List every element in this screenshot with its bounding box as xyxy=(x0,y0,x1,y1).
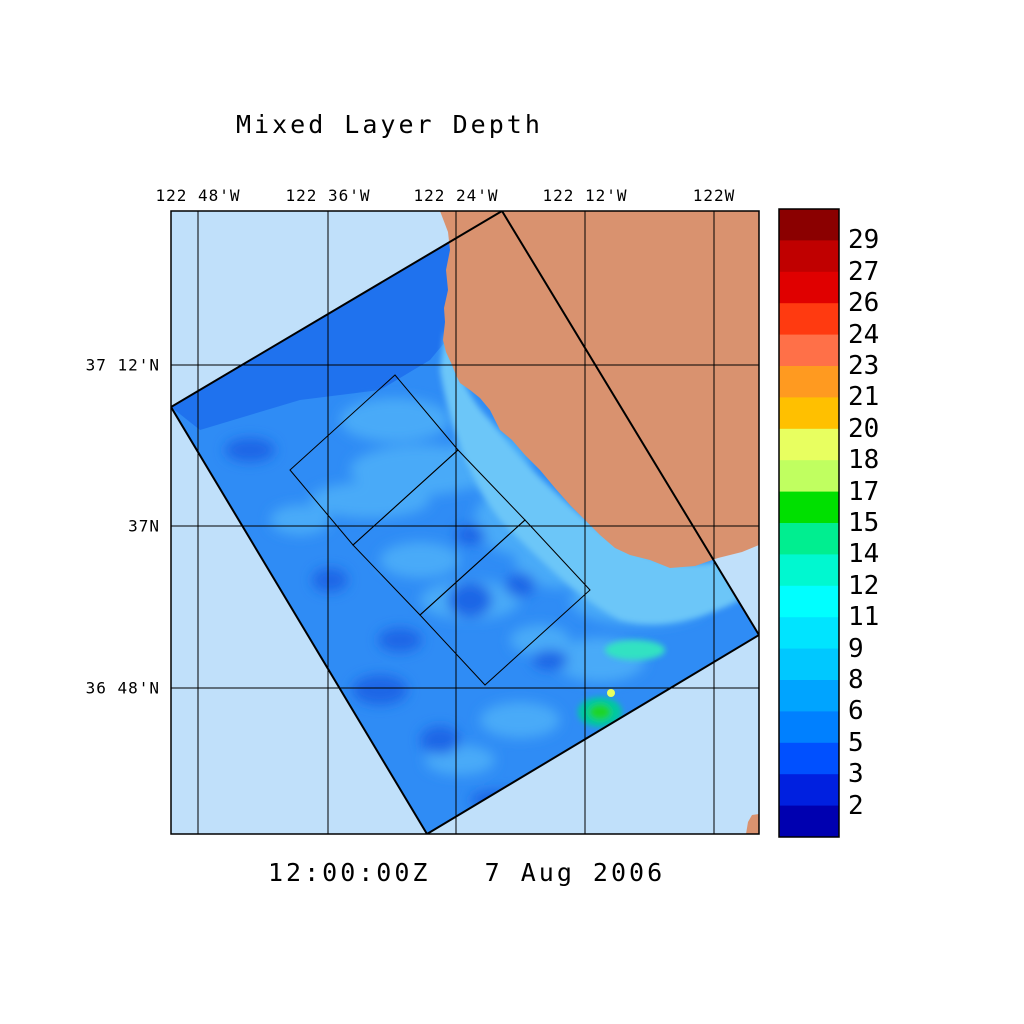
colorbar-swatch xyxy=(779,774,839,807)
colorbar-label: 15 xyxy=(848,508,880,538)
latitude-label: 37 12'N xyxy=(85,355,160,375)
colorbar-swatch xyxy=(779,491,839,524)
colorbar-label: 23 xyxy=(848,351,880,381)
colorbar-swatch xyxy=(779,805,839,838)
colorbar-label: 3 xyxy=(848,759,864,790)
subregion-box xyxy=(419,519,591,686)
colorbar-swatch xyxy=(779,680,839,712)
colorbar-label: 26 xyxy=(848,288,880,319)
colorbar-label: 27 xyxy=(848,256,880,287)
longitude-label: 122 36'W xyxy=(285,186,371,205)
longitude-label: 122 24'W xyxy=(413,186,499,205)
colorbar xyxy=(778,208,840,838)
colorbar-swatch xyxy=(779,554,839,587)
colorbar-label: 8 xyxy=(848,665,864,695)
colorbar-frame xyxy=(778,208,840,838)
colorbar-label: 24 xyxy=(848,319,880,350)
map-frame xyxy=(170,210,760,835)
colorbar-label: 6 xyxy=(848,696,864,727)
longitude-label: 122 48'W xyxy=(155,186,241,205)
colorbar-label: 2 xyxy=(848,790,864,821)
colorbar-swatch xyxy=(779,460,839,493)
colorbar-swatch xyxy=(779,303,839,336)
colorbar-swatch xyxy=(779,585,839,618)
colorbar-label: 29 xyxy=(848,225,880,256)
colorbar-label: 21 xyxy=(848,382,880,413)
colorbar-label: 5 xyxy=(848,727,864,758)
map-title: Mixed Layer Depth xyxy=(236,110,543,139)
colorbar-label: 9 xyxy=(848,633,864,664)
colorbar-swatch xyxy=(779,523,839,555)
land-islet xyxy=(746,814,759,834)
latitude-label: 36 48'N xyxy=(85,678,160,698)
colorbar-swatch xyxy=(779,617,839,650)
subregion-boxes xyxy=(289,374,591,686)
longitude-label: 122 12'W xyxy=(542,186,628,205)
colorbar-label: 14 xyxy=(848,539,880,570)
colorbar-swatch xyxy=(779,742,839,775)
land-mass xyxy=(440,211,759,568)
colorbar-swatch xyxy=(779,711,839,744)
longitude-label: 122W xyxy=(692,186,736,205)
colorbar-swatch xyxy=(779,240,839,273)
colorbar-swatch xyxy=(779,397,839,430)
colorbar-swatch xyxy=(779,209,839,241)
colorbar-label: 12 xyxy=(848,570,880,601)
colorbar-label: 11 xyxy=(848,602,880,633)
colorbar-swatch xyxy=(779,271,839,304)
colorbar-label: 20 xyxy=(848,413,880,444)
colorbar-swatch xyxy=(779,428,839,461)
colorbar-swatch xyxy=(779,334,839,367)
colorbar-swatch xyxy=(779,648,839,681)
colorbar-label: 17 xyxy=(848,476,880,507)
latitude-label: 37N xyxy=(128,516,160,536)
timestamp: 12:00:00Z 7 Aug 2006 xyxy=(268,858,666,887)
colorbar-swatch xyxy=(779,366,839,398)
model-domain-outline xyxy=(171,211,759,834)
colorbar-label: 18 xyxy=(848,445,880,476)
